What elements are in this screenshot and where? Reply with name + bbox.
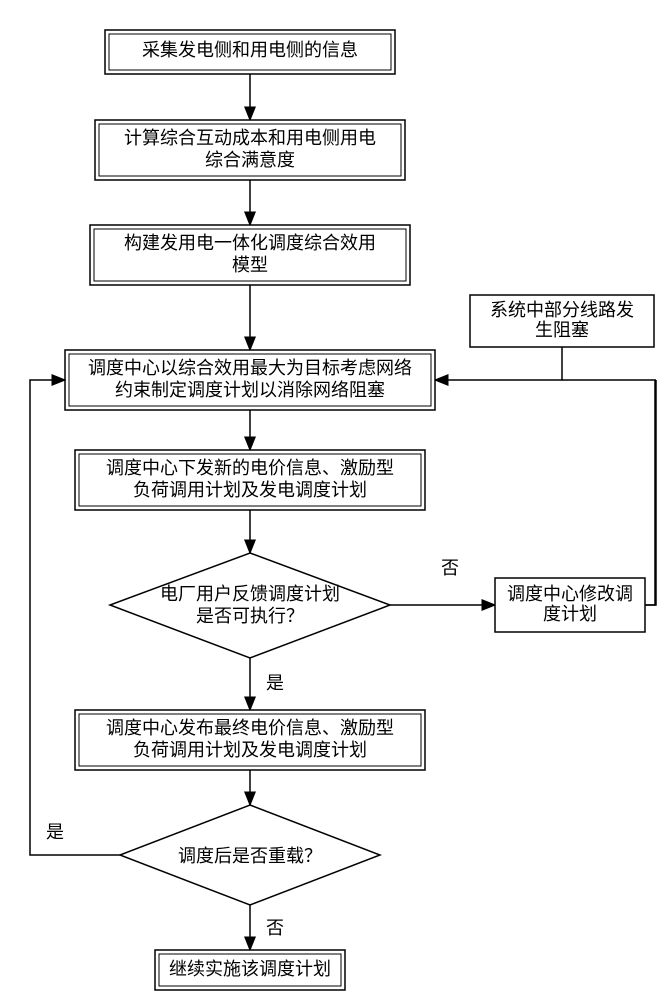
node-collect-info: 采集发电侧和用电侧的信息 [105,30,395,74]
edge [435,347,562,380]
node-text: 采集发电侧和用电侧的信息 [142,40,358,60]
node-text: 综合满意度 [205,150,295,170]
node-text: 计算综合互动成本和用电侧用电 [124,128,376,148]
branch-label-yes: 是 [266,673,284,693]
branch-label-no-2: 否 [266,918,284,938]
node-text: 生阻塞 [535,320,589,340]
branch-label-no: 否 [441,558,459,578]
edge-feedback [645,380,655,605]
node-text: 调度中心修改调 [507,584,633,604]
node-congestion: 系统中部分线路发 生阻塞 [470,295,654,347]
decision-overload: 调度后是否重载？ [120,805,380,905]
flowchart-canvas: 采集发电侧和用电侧的信息 计算综合互动成本和用电侧用电 综合满意度 构建发用电一… [0,0,664,1000]
node-text: 调度中心下发新的电价信息、激励型 [106,458,394,478]
node-text: 模型 [232,255,268,275]
node-publish-final: 调度中心发布最终电价信息、激励型 负荷调用计划及发电调度计划 [75,710,425,770]
node-compute-cost: 计算综合互动成本和用电侧用电 综合满意度 [95,120,405,180]
node-text: 调度后是否重载？ [178,846,322,866]
node-text: 调度中心发布最终电价信息、激励型 [106,718,394,738]
node-build-model: 构建发用电一体化调度综合效用 模型 [90,225,410,285]
decision-feedback: 电厂用户反馈调度计划 是否可执行？ [110,553,390,658]
node-text: 负荷调用计划及发电调度计划 [133,740,367,760]
node-text: 调度中心以综合效用最大为目标考虑网络 [88,358,412,378]
node-modify-plan: 调度中心修改调 度计划 [495,578,645,632]
node-text: 系统中部分线路发 [490,300,634,320]
node-text: 负荷调用计划及发电调度计划 [133,480,367,500]
node-text: 电厂用户反馈调度计划 [160,584,340,604]
node-continue-plan: 继续实施该调度计划 [155,950,345,990]
node-text: 是否可执行？ [196,606,304,626]
node-dispatch-plan: 调度中心以综合效用最大为目标考虑网络 约束制定调度计划以消除网络阻塞 [65,350,435,410]
node-text: 约束制定调度计划以消除网络阻塞 [115,380,385,400]
node-issue-plan: 调度中心下发新的电价信息、激励型 负荷调用计划及发电调度计划 [75,450,425,510]
node-text: 构建发用电一体化调度综合效用 [124,233,376,253]
node-text: 度计划 [543,604,597,624]
node-text: 继续实施该调度计划 [169,959,331,979]
branch-label-yes-2: 是 [46,822,64,842]
